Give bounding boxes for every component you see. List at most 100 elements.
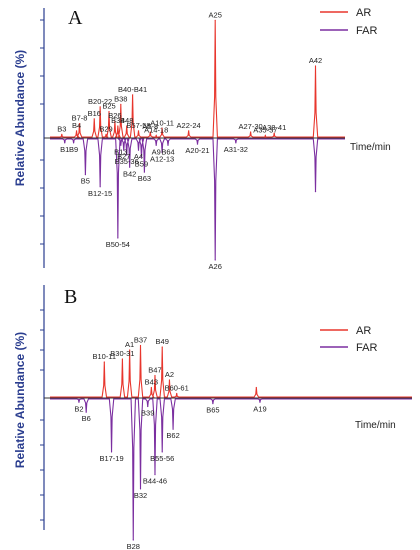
peak-label: A5-8: [142, 122, 158, 131]
peak-label: B57-58: [126, 121, 150, 130]
peak-point: [149, 131, 151, 133]
panel-b-ylabel: Relative Abundance (%): [13, 332, 27, 468]
peak-point: [99, 186, 101, 188]
peak-point: [172, 428, 174, 430]
peak-point: [314, 191, 317, 193]
peak-label: A1: [125, 340, 134, 349]
peak-label: A9: [152, 147, 161, 156]
legend-ar-label: AR: [356, 7, 371, 19]
peak-point: [121, 358, 123, 360]
peak-label: B4: [72, 121, 81, 130]
peak-label: A20-21: [185, 146, 209, 155]
series-trace-ar: [50, 20, 345, 138]
peak-point: [259, 401, 261, 403]
peak-point: [126, 125, 128, 127]
legend-ar-label: AR: [356, 325, 371, 337]
peak-label: B48: [120, 116, 133, 125]
peak-point: [114, 120, 116, 122]
legend-far-label: FAR: [356, 25, 377, 37]
peak-point: [161, 127, 163, 129]
peak-label: B44-46: [143, 477, 167, 486]
peak-point: [139, 488, 142, 490]
peak-label: B12-15: [88, 189, 112, 198]
peak-point: [132, 94, 134, 96]
peak-label: A27-30: [239, 122, 263, 131]
peak-label: A10-11: [150, 118, 174, 127]
peak-point: [140, 156, 143, 159]
peak-label: A35-37: [253, 126, 277, 135]
peak-label: B25: [102, 102, 115, 111]
peak-label: B65: [206, 406, 219, 415]
peak-point: [108, 111, 110, 113]
peak-label: B63: [138, 174, 151, 183]
peak-label: B32: [134, 491, 147, 500]
peak-point: [214, 19, 216, 21]
peak-label: B37: [134, 336, 147, 345]
peak-label: B35-36: [115, 157, 139, 166]
peak-label: B20-22: [88, 97, 112, 106]
panel-b-xlabel: Time/min: [355, 420, 396, 431]
peak-point: [155, 144, 157, 146]
peak-label: A26: [209, 262, 222, 271]
peak-point: [120, 103, 122, 105]
peak-point: [93, 118, 95, 120]
peak-label: B39: [141, 409, 154, 418]
peak-label: B38: [114, 94, 127, 103]
peak-label: B60-61: [165, 384, 189, 393]
peak-label: B50-54: [106, 240, 130, 249]
peak-label: B64: [161, 147, 174, 156]
peak-label: B59: [135, 160, 148, 169]
peak-point: [139, 344, 142, 347]
peak-point: [78, 401, 80, 403]
peak-label: B2: [74, 404, 83, 413]
peak-label: B17-19: [99, 454, 123, 463]
peak-label: B3: [57, 124, 66, 133]
panel-a-xlabel: Time/min: [350, 142, 391, 153]
peak-point: [150, 386, 152, 389]
panel-a-legend: AR FAR: [320, 7, 377, 37]
peak-point: [75, 130, 78, 132]
peak-point: [129, 349, 131, 351]
peak-point: [78, 123, 81, 125]
peak-label: A22-24: [177, 121, 201, 130]
peak-point: [196, 143, 199, 145]
peak-label: B62: [166, 431, 179, 440]
peak-point: [176, 392, 178, 395]
peak-label: B6: [82, 414, 91, 423]
peak-point: [129, 166, 131, 168]
peak-label: B40-B41: [118, 85, 147, 94]
panel-a-letter: A: [68, 7, 83, 29]
peak-label: B26: [108, 111, 121, 120]
peak-label: A31-32: [224, 145, 248, 154]
peak-point: [137, 130, 140, 132]
peak-label: B7-8: [72, 114, 88, 123]
panel-b-letter: B: [64, 286, 77, 308]
peak-label: B9: [69, 145, 78, 154]
peak-point: [105, 133, 107, 135]
peak-point: [188, 130, 190, 132]
peak-point: [161, 152, 163, 154]
peak-point: [110, 451, 113, 453]
peak-label: A2: [165, 370, 174, 379]
peak-point: [137, 149, 140, 151]
peak-label: B42: [123, 169, 136, 178]
peak-label: B28: [127, 542, 140, 550]
peak-point: [161, 451, 163, 453]
peak-label: B5: [81, 177, 90, 186]
panel-b: B Relative Abundance (%) Time/min AR FAR…: [13, 285, 412, 550]
peak-point: [143, 171, 145, 173]
panel-b-legend: AR FAR: [320, 325, 377, 354]
peak-label: A42: [309, 56, 322, 65]
peak-point: [99, 106, 101, 108]
peak-label: B49: [156, 337, 169, 346]
peak-point: [154, 474, 156, 476]
peak-point: [154, 374, 156, 377]
peak-point: [73, 142, 75, 144]
peak-label: B55-56: [150, 454, 174, 463]
legend-far-label: FAR: [356, 342, 377, 354]
peak-point: [273, 132, 275, 134]
peak-point: [168, 379, 171, 381]
peak-point: [64, 142, 66, 144]
peak-label: B1: [60, 145, 69, 154]
